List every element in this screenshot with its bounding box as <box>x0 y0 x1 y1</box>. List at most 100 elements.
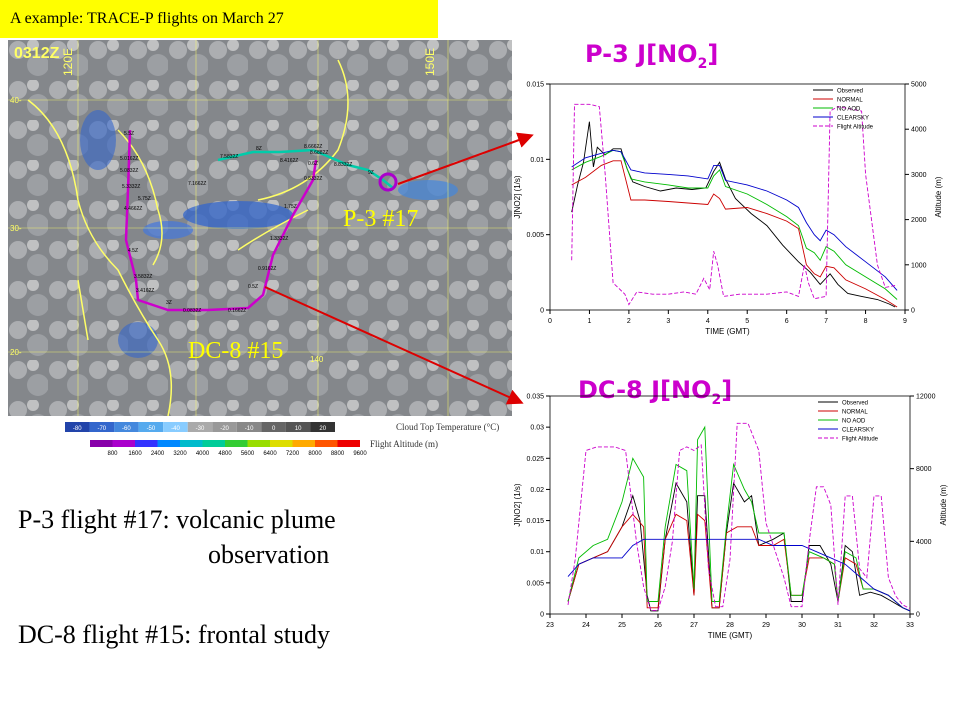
altitude-tick-label: 1600 <box>128 451 142 457</box>
x-tick-label: 9 <box>903 318 907 325</box>
x-tick-label: 31 <box>834 622 842 629</box>
cloud-legend-label: Cloud Top Temperature (°C) <box>396 422 499 432</box>
altitude-legend-label: Flight Altitude (m) <box>370 439 438 449</box>
dc8-time-7: 0.5Z <box>248 284 258 290</box>
altitude-color-bar: 800 1600 2400 3200 4000 4800 5600 6400 7200 8000 8… <box>90 440 367 457</box>
x-tick-label: 2 <box>627 318 631 325</box>
x-tick-label: 25 <box>618 622 626 629</box>
p3-time-10: 8.4162Z <box>280 158 298 164</box>
p3-time-4: 5.3332Z <box>122 184 140 190</box>
map-legends: -80 -70 -60 -50 -40 -30 -20 -10 0 10 20 Cloud Top … <box>65 422 499 457</box>
dc8-flight-track <box>124 129 318 312</box>
legend-entry: CLEARSKY <box>837 116 869 122</box>
altitude-tick-label: 8000 <box>308 451 322 457</box>
caption-p3-cont: observation <box>208 540 330 569</box>
legend-entry: Flight Altitude <box>837 125 874 131</box>
cloud-tick-label: -70 <box>97 426 106 432</box>
y-tick-label: 0.025 <box>526 456 544 463</box>
y2-tick-label: 12000 <box>916 394 936 401</box>
p3-time-14: 9Z <box>368 170 374 176</box>
y-tick-label: 0.015 <box>526 518 544 525</box>
y-tick-label: 0.035 <box>526 394 544 401</box>
lat-label-40: 40- <box>10 96 22 105</box>
dc8-time-10: 1.75Z <box>284 204 297 210</box>
x-tick-label: 24 <box>582 622 590 629</box>
p3-time-3: 5.0832Z <box>120 168 138 174</box>
x-tick-label: 23 <box>546 622 554 629</box>
x-tick-label: 32 <box>870 622 878 629</box>
cloud-bar-segment <box>138 422 164 432</box>
cloud-bar-segment <box>114 422 139 432</box>
caption-p3: P-3 flight #17: volcanic plume <box>18 505 336 534</box>
cloud-bar-segment <box>310 422 335 432</box>
y-tick-label: 0 <box>540 612 544 619</box>
x-tick-label: 6 <box>785 318 789 325</box>
y2-tick-label: 5000 <box>911 82 927 89</box>
x-tick-label: 3 <box>666 318 670 325</box>
altitude-bar-segment <box>112 440 135 447</box>
y-tick-label: 0.005 <box>526 232 544 239</box>
series-line-no-aod <box>567 425 911 612</box>
cloud-tick-label: 20 <box>319 426 326 432</box>
dc8-time-5: 0.0832Z <box>183 308 201 314</box>
y2-tick-label: 4000 <box>911 127 927 134</box>
y-tick-label: 0.02 <box>530 487 544 494</box>
series-line-flight-altitude <box>567 422 911 611</box>
cloud-bar-segment <box>285 422 311 432</box>
y2-tick-label: 1000 <box>911 262 927 269</box>
legend-entry: NO AOD <box>837 107 861 113</box>
altitude-bar-segment <box>202 440 225 447</box>
y2-tick-label: 0 <box>911 308 915 315</box>
p3-time-7: 7.1662Z <box>188 181 206 187</box>
cloud-bar-segment <box>65 422 90 432</box>
altitude-tick-label: 6400 <box>263 451 277 457</box>
legend-entry: NO AOD <box>842 419 866 425</box>
cloud-tick-label: -40 <box>171 426 180 432</box>
cloud-tick-label: 0 <box>272 426 276 432</box>
p3-time-13: 8.8332Z <box>334 162 352 168</box>
cloud-bar-segment <box>236 422 262 432</box>
y2-tick-label: 4000 <box>916 539 932 546</box>
dc8-time-12: 0.6Z <box>308 161 318 167</box>
map-time-label: 0312Z <box>14 45 60 62</box>
dc8-time-9: 1.3332Z <box>270 236 288 242</box>
altitude-bar-segment <box>157 440 180 447</box>
p3-time-8: 7.5832Z <box>220 154 238 160</box>
x-tick-label: 5 <box>745 318 749 325</box>
altitude-bar-segment <box>270 440 293 447</box>
altitude-tick-label: 8800 <box>331 451 345 457</box>
cloud-tick-label: -30 <box>196 426 205 432</box>
caption-dc8: DC-8 flight #15: frontal study <box>18 620 330 649</box>
dc8-time-8: 0.9162Z <box>258 266 276 272</box>
series-line-clearsky <box>571 149 898 291</box>
cloud-tick-label: -20 <box>220 426 229 432</box>
p3-time-11: 8.6662Z <box>304 144 322 150</box>
altitude-tick-label: 4800 <box>218 451 232 457</box>
y-tick-label: 0.03 <box>530 425 544 432</box>
x-tick-label: 33 <box>906 622 914 629</box>
y-axis-label: J[NO2] (1/s) <box>513 483 522 526</box>
altitude-bar-segment <box>247 440 270 447</box>
dc8-jno2-chart: 23 24 25 26 27 28 29 30 31 32 3300.0050.010.0150.0… <box>513 394 948 641</box>
x-tick-label: 28 <box>726 622 734 629</box>
p3-time-6: 4.4662Z <box>124 206 142 212</box>
dc8-map-label: DC-8 #15 <box>188 338 283 364</box>
cloud-bar-segment <box>261 422 286 432</box>
altitude-bar-segment <box>90 440 113 447</box>
altitude-bar-segment <box>180 440 203 447</box>
p3-time-12: 8.6882Z <box>310 150 328 156</box>
altitude-tick-label: 3200 <box>173 451 187 457</box>
cloud-bar-segment <box>89 422 115 432</box>
altitude-tick-label: 7200 <box>286 451 300 457</box>
lon-label-150e: 150E <box>423 48 437 76</box>
x-tick-label: 30 <box>798 622 806 629</box>
legend-entry: Flight Altitude <box>842 437 879 443</box>
x-tick-label: 26 <box>654 622 662 629</box>
p3-time-2: 5.0162Z <box>120 156 138 162</box>
p3-arrow <box>397 132 534 185</box>
y-tick-label: 0.015 <box>526 82 544 89</box>
dc8-time-11: 0.8332Z <box>304 176 322 182</box>
cloud-tick-label: -10 <box>245 426 254 432</box>
altitude-bar-segment <box>315 440 338 447</box>
